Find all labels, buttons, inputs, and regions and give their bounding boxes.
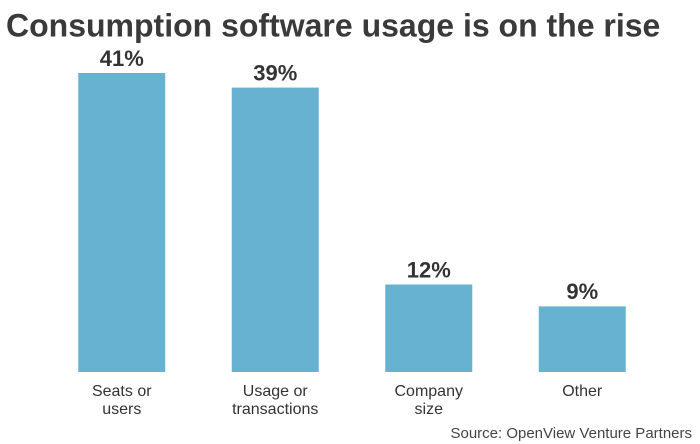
chart-title: Consumption software usage is on the ris… (6, 7, 660, 43)
value-label: 41% (100, 46, 144, 71)
value-label: 39% (253, 60, 297, 85)
bar (78, 73, 166, 372)
bar (231, 87, 319, 373)
source-note: Source: OpenView Venture Partners (450, 425, 692, 442)
x-tick-label: Seats or users (92, 383, 152, 418)
x-tick-label: Other (562, 383, 603, 400)
x-tick-label: Company size (395, 383, 463, 418)
bar (385, 284, 473, 372)
bar (538, 306, 626, 372)
x-tick-label: Usage or transactions (232, 383, 318, 418)
value-label: 12% (407, 257, 451, 282)
value-label: 9% (566, 279, 598, 304)
